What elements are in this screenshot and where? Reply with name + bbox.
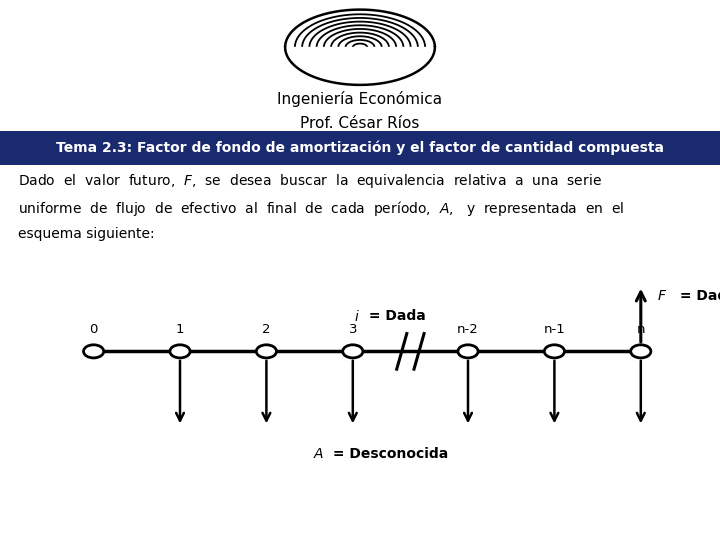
Text: = Dada: = Dada bbox=[364, 309, 426, 323]
Circle shape bbox=[631, 345, 651, 358]
Text: n-2: n-2 bbox=[457, 323, 479, 336]
Text: Ingeniería Económica: Ingeniería Económica bbox=[277, 91, 443, 107]
Circle shape bbox=[458, 345, 478, 358]
Text: Tema 2.3: Factor de fondo de amortización y el factor de cantidad compuesta: Tema 2.3: Factor de fondo de amortizació… bbox=[56, 141, 664, 155]
Text: n-1: n-1 bbox=[544, 323, 565, 336]
Circle shape bbox=[343, 345, 363, 358]
Text: $F$: $F$ bbox=[657, 289, 667, 302]
Text: $i$: $i$ bbox=[354, 309, 360, 324]
Text: Prof. César Ríos: Prof. César Ríos bbox=[300, 116, 420, 131]
Circle shape bbox=[170, 345, 190, 358]
Text: $A$: $A$ bbox=[312, 447, 324, 461]
Text: = Desconocida: = Desconocida bbox=[328, 447, 448, 461]
Text: Dado  el  valor  futuro,  $F$,  se  desea  buscar  la  equivalencia  relativa  a: Dado el valor futuro, $F$, se desea busc… bbox=[18, 172, 602, 190]
Text: 2: 2 bbox=[262, 323, 271, 336]
Text: esquema siguiente:: esquema siguiente: bbox=[18, 227, 155, 241]
Circle shape bbox=[256, 345, 276, 358]
Circle shape bbox=[544, 345, 564, 358]
Text: uniforme  de  flujo  de  efectivo  al  final  de  cada  período,  $A$,   y  repr: uniforme de flujo de efectivo al final d… bbox=[18, 199, 624, 218]
Text: 0: 0 bbox=[89, 323, 98, 336]
Text: 3: 3 bbox=[348, 323, 357, 336]
Text: n: n bbox=[636, 323, 645, 336]
Text: 1: 1 bbox=[176, 323, 184, 336]
Text: = Dado: = Dado bbox=[675, 289, 720, 302]
Circle shape bbox=[84, 345, 104, 358]
